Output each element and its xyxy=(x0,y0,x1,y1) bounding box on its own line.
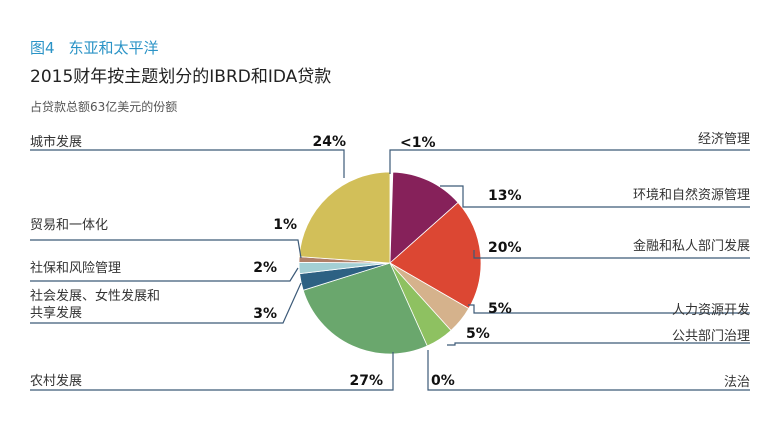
percent-label: 20% xyxy=(488,240,522,256)
pie-slice xyxy=(389,171,459,264)
category-label: 公共部门治理 xyxy=(672,329,750,344)
percent-label: 5% xyxy=(488,301,512,317)
leader-lines xyxy=(30,149,750,391)
percent-label: 3% xyxy=(253,306,277,322)
pie-slices xyxy=(298,171,482,355)
chart-subtitle: 占贷款总额63亿美元的份额 xyxy=(30,100,178,114)
category-label: 法治 xyxy=(724,375,750,390)
leader-line xyxy=(473,250,750,259)
figure-number: 图4 xyxy=(30,39,55,57)
pie-slice xyxy=(298,171,391,264)
figure-label: 图4 东亚和太平洋 xyxy=(30,37,159,58)
percent-label: 1% xyxy=(273,217,297,233)
pie-slice xyxy=(302,262,428,355)
pie-slice xyxy=(389,201,482,310)
category-label: 社保和风险管理 xyxy=(30,260,121,276)
leader-line xyxy=(468,304,750,314)
leader-line xyxy=(30,267,299,282)
percent-label: 0% xyxy=(431,373,455,389)
leader-line xyxy=(447,342,750,346)
percent-label: 5% xyxy=(466,326,490,342)
leader-line xyxy=(440,185,750,208)
leader-line xyxy=(30,149,345,178)
category-label: 经济管理 xyxy=(698,132,750,147)
category-label: 环境和自然资源管理 xyxy=(633,187,750,203)
percent-label: 2% xyxy=(253,260,277,276)
slice-labels: 经济管理 <1% 环境和自然资源管理 13% 金融和私人部门发展 20% 人力资源开发 5% 公… xyxy=(30,132,750,390)
percent-label: 24% xyxy=(312,134,346,150)
percent-label: 13% xyxy=(488,188,522,204)
leader-line xyxy=(30,239,302,259)
chart-title: 2015财年按主题划分的IBRD和IDA贷款 xyxy=(30,67,332,87)
category-label: 城市发展 xyxy=(30,134,82,150)
percent-label: <1% xyxy=(400,135,436,151)
figure-region: 东亚和太平洋 xyxy=(68,39,159,57)
leader-line xyxy=(30,352,394,391)
percent-label: 27% xyxy=(349,373,383,389)
category-label: 金融和私人部门发展 xyxy=(633,238,750,254)
leader-line xyxy=(427,350,750,391)
category-label: 农村发展 xyxy=(30,373,82,389)
category-label: 共享发展 xyxy=(30,305,82,321)
category-label: 社会发展、女性发展和 xyxy=(30,288,160,304)
leader-line xyxy=(30,282,302,324)
category-label: 人力资源开发 xyxy=(672,302,750,318)
category-label: 贸易和一体化 xyxy=(30,218,108,233)
leader-line xyxy=(389,149,750,174)
